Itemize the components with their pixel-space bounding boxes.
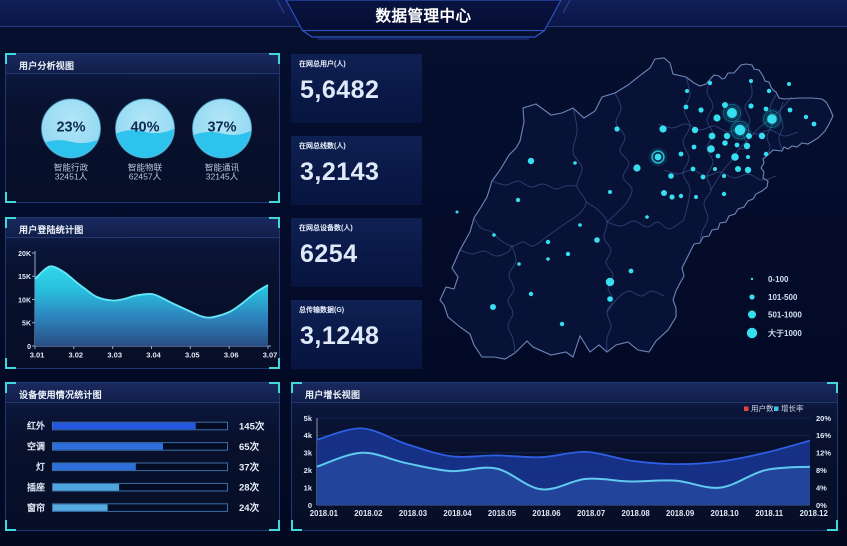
svg-text:10K: 10K <box>18 297 31 304</box>
svg-text:5k: 5k <box>304 414 313 423</box>
svg-text:8%: 8% <box>816 466 827 475</box>
svg-text:2018.04: 2018.04 <box>443 509 472 518</box>
svg-text:40%: 40% <box>130 119 159 135</box>
svg-text:12%: 12% <box>816 449 831 458</box>
svg-text:1k: 1k <box>304 483 313 492</box>
svg-text:3.01: 3.01 <box>30 351 45 360</box>
svg-text:数据管理中心: 数据管理中心 <box>375 6 471 25</box>
svg-text:增长率: 增长率 <box>781 403 804 413</box>
svg-text:2018.07: 2018.07 <box>577 509 605 518</box>
svg-text:2018.10: 2018.10 <box>711 509 740 518</box>
svg-text:4%: 4% <box>816 483 827 492</box>
svg-text:3.06: 3.06 <box>224 351 239 360</box>
svg-text:用户数: 用户数 <box>751 403 774 413</box>
svg-text:0-100: 0-100 <box>768 275 789 284</box>
svg-text:智能通讯: 智能通讯 <box>205 162 240 173</box>
svg-text:2018.12: 2018.12 <box>800 509 829 518</box>
svg-text:3.05: 3.05 <box>185 351 200 360</box>
svg-text:红外: 红外 <box>27 420 45 431</box>
svg-text:501-1000: 501-1000 <box>768 311 802 320</box>
svg-text:37次: 37次 <box>239 461 260 473</box>
svg-text:智能行政: 智能行政 <box>54 162 89 173</box>
svg-text:24次: 24次 <box>239 502 260 514</box>
svg-text:2018.03: 2018.03 <box>399 509 428 518</box>
svg-text:2018.11: 2018.11 <box>755 509 783 518</box>
svg-text:20%: 20% <box>816 414 831 423</box>
svg-text:空调: 空调 <box>27 441 45 452</box>
svg-text:20K: 20K <box>18 251 31 258</box>
svg-text:3.04: 3.04 <box>146 351 161 360</box>
svg-text:3.07: 3.07 <box>263 351 278 360</box>
svg-text:0%: 0% <box>816 501 827 510</box>
svg-text:2018.01: 2018.01 <box>310 509 339 518</box>
svg-text:大于1000: 大于1000 <box>768 328 802 338</box>
svg-text:0: 0 <box>27 344 31 351</box>
svg-text:16%: 16% <box>816 431 831 440</box>
svg-text:灯: 灯 <box>36 461 45 472</box>
svg-text:窗帘: 窗帘 <box>27 502 45 513</box>
svg-text:28次: 28次 <box>239 482 260 494</box>
svg-text:插座: 插座 <box>27 481 45 492</box>
svg-text:2018.09: 2018.09 <box>666 509 695 518</box>
svg-text:2018.05: 2018.05 <box>488 509 517 518</box>
svg-text:62457人: 62457人 <box>129 172 162 182</box>
svg-text:2k: 2k <box>304 466 313 475</box>
svg-text:智能物联: 智能物联 <box>128 162 163 173</box>
svg-text:37%: 37% <box>207 119 236 135</box>
svg-text:2018.02: 2018.02 <box>354 509 383 518</box>
svg-text:32451人: 32451人 <box>55 172 88 182</box>
svg-text:101-500: 101-500 <box>768 293 798 302</box>
svg-text:145次: 145次 <box>239 421 265 433</box>
svg-text:32145人: 32145人 <box>206 172 239 182</box>
svg-text:3.02: 3.02 <box>68 351 83 360</box>
svg-text:4k: 4k <box>304 431 313 440</box>
svg-text:3.03: 3.03 <box>107 351 122 360</box>
svg-text:15K: 15K <box>18 274 31 281</box>
svg-text:5K: 5K <box>22 321 31 328</box>
svg-text:0: 0 <box>308 501 312 510</box>
svg-text:2018.08: 2018.08 <box>622 509 651 518</box>
svg-text:3k: 3k <box>304 449 313 458</box>
svg-text:65次: 65次 <box>239 441 260 453</box>
svg-text:2018.06: 2018.06 <box>532 509 561 518</box>
svg-text:23%: 23% <box>56 119 85 135</box>
